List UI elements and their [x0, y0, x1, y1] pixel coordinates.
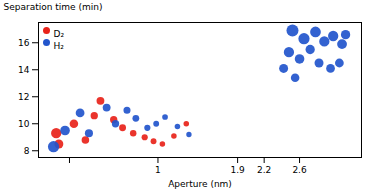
- svg-text:2.2: 2.2: [257, 165, 271, 175]
- svg-text:H₂: H₂: [54, 41, 65, 51]
- svg-text:Aperture (nm): Aperture (nm): [168, 179, 232, 189]
- svg-text:D₂: D₂: [54, 29, 65, 39]
- svg-text:2.6: 2.6: [292, 165, 307, 175]
- svg-text:10: 10: [18, 119, 30, 129]
- svg-text:1: 1: [155, 165, 161, 175]
- svg-text:8: 8: [24, 146, 30, 156]
- svg-text:12: 12: [18, 92, 29, 102]
- svg-text:1.9: 1.9: [230, 165, 245, 175]
- svg-text:Separation time (min): Separation time (min): [4, 2, 103, 12]
- svg-text:14: 14: [18, 65, 30, 75]
- svg-text:16: 16: [18, 38, 30, 48]
